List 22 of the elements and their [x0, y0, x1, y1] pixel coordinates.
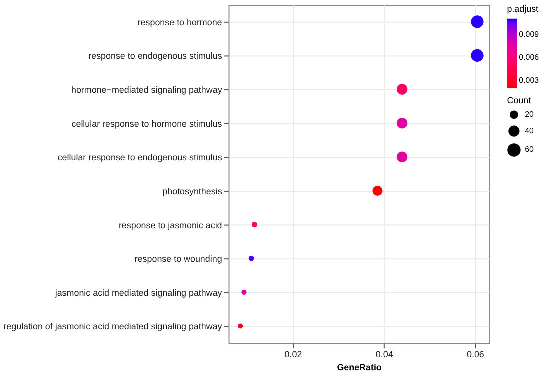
x-tick-label: 0.02 [284, 350, 302, 360]
y-tick-label: hormone−mediated signaling pathway [71, 85, 223, 96]
y-tick-label: response to wounding [134, 254, 222, 264]
x-tick-label: 0.04 [376, 350, 394, 360]
y-tick-label: regulation of jasmonic acid mediated signaling pathway [4, 322, 223, 332]
y-tick-label: cellular response to endogenous stimulus [58, 152, 223, 163]
color-bar-label: 0.009 [519, 30, 540, 39]
legend-label: 20 [525, 110, 535, 119]
y-tick-label: photosynthesis [162, 186, 223, 196]
y-tick-label: response to hormone [138, 17, 222, 28]
x-tick-label: 0.06 [467, 350, 484, 360]
y-tick-label: response to jasmonic acid [118, 220, 222, 230]
y-tick-label: jasmonic acid mediated signaling pathway [54, 288, 223, 298]
color-bar-title: p.adjust [507, 4, 540, 14]
color-bar-label: 0.003 [519, 76, 540, 85]
color-bar-label: 0.006 [519, 52, 540, 62]
y-tick-label: cellular response to hormone stimulus [72, 118, 223, 129]
y-tick-label: response to endogenous stimulus [88, 51, 223, 62]
x-axis-title: GeneRatio [337, 362, 382, 372]
legend-label: 40 [525, 126, 535, 136]
legend-label: 60 [525, 145, 535, 154]
legend-title: Count [507, 95, 532, 106]
